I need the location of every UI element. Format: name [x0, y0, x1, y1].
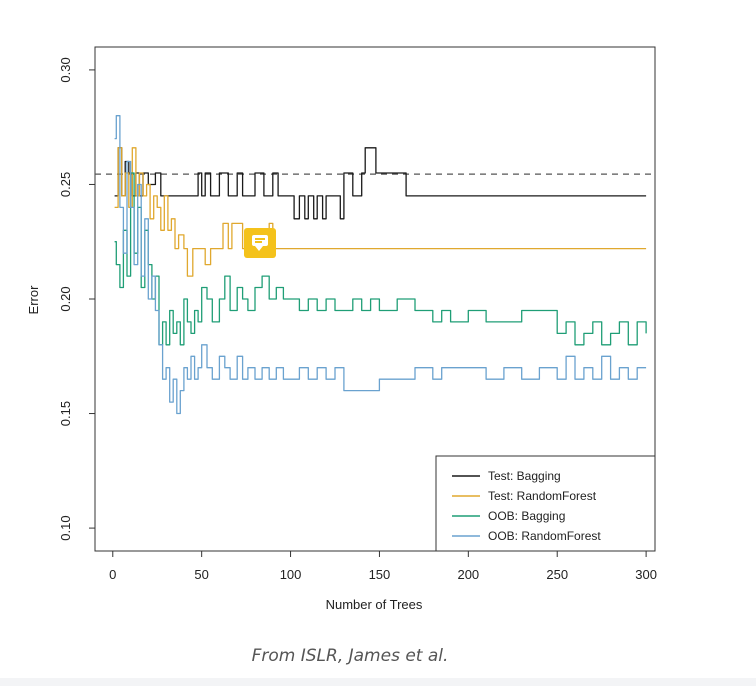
- series-line-2: [114, 172, 647, 346]
- legend-label: Test: Bagging: [488, 469, 561, 483]
- x-tick-label: 0: [109, 567, 116, 582]
- comment-icon[interactable]: [244, 228, 276, 258]
- legend: Test: Bagging Test: RandomForest OOB: Bagg…: [435, 455, 656, 552]
- error-vs-trees-chart: 0 50 100 150 200 250 300 0.100.150.200.250.30 …: [26, 46, 657, 612]
- x-tick-label: 200: [457, 567, 479, 582]
- x-tick-label: 50: [194, 567, 208, 582]
- x-tick-label: 300: [635, 567, 657, 582]
- series-line-0: [114, 147, 647, 220]
- x-axis-title: Number of Trees: [326, 597, 423, 612]
- series-line-1: [114, 147, 647, 277]
- y-axis-title: Error: [26, 285, 41, 315]
- figure-caption: From ISLR, James et al.: [251, 646, 449, 666]
- y-axis: 0.10 0.15 0.20 0.25 0.30: [58, 57, 95, 541]
- page-bottom-strip: [0, 678, 756, 686]
- x-tick-label: 150: [369, 567, 391, 582]
- x-tick-label: 250: [546, 567, 568, 582]
- legend-label: OOB: Bagging: [488, 509, 565, 523]
- legend-box: [435, 455, 656, 552]
- x-axis: 0 50 100 150 200 250 300: [109, 551, 657, 582]
- y-tick-label: 0.10: [58, 515, 73, 540]
- y-tick-label: 0.20: [58, 286, 73, 311]
- y-tick-label: 0.15: [58, 401, 73, 426]
- series-line-3: [114, 115, 647, 415]
- legend-label: OOB: RandomForest: [488, 529, 601, 543]
- y-tick-label: 0.25: [58, 172, 73, 197]
- legend-label: Test: RandomForest: [488, 489, 597, 503]
- x-tick-label: 100: [280, 567, 302, 582]
- comment-bubble-icon: [252, 235, 268, 251]
- series-layer: [114, 115, 647, 415]
- y-tick-label: 0.30: [58, 57, 73, 82]
